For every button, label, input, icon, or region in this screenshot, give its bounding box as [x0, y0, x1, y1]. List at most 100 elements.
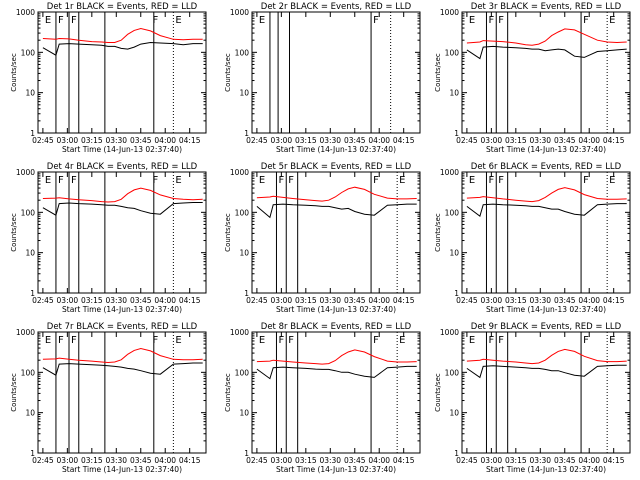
panel-title: Det 1r BLACK = Events, RED = LLD: [47, 2, 198, 12]
x-axis-label: Start Time (14-Jun-13 02:37:40): [276, 465, 396, 474]
event-marker-f: F: [71, 335, 77, 346]
panel-title: Det 5r BLACK = Events, RED = LLD: [261, 162, 412, 172]
plot-frame: [461, 11, 631, 134]
event-marker-f: F: [153, 335, 159, 346]
x-tick-label: 04:15: [603, 456, 625, 465]
plot-frame: [461, 331, 631, 454]
detector-panel-9: Det 9r BLACK = Events, RED = LLD 1 10 100 10…: [434, 322, 631, 474]
event-marker-f: F: [278, 335, 284, 346]
event-marker-e: E: [259, 175, 265, 186]
y-tick-label: 1000: [16, 8, 35, 17]
x-tick-label: 02:45: [456, 136, 478, 145]
x-tick-label: 04:00: [578, 136, 600, 145]
y-tick-label: 10: [239, 249, 249, 258]
panel-title: Det 9r BLACK = Events, RED = LLD: [471, 322, 622, 332]
y-tick-label: 10: [25, 89, 35, 98]
x-tick-label: 02:45: [246, 456, 268, 465]
x-tick-label: 02:45: [32, 456, 54, 465]
x-tick-label: 03:15: [295, 136, 317, 145]
event-marker-f: F: [58, 335, 64, 346]
x-tick-label: 04:15: [603, 296, 625, 305]
events-series-line: [256, 365, 417, 380]
event-marker-f: F: [278, 175, 284, 186]
x-axis-label: Start Time (14-Jun-13 02:37:40): [486, 465, 606, 474]
x-tick-label: 02:45: [246, 296, 268, 305]
x-tick-label: 03:45: [554, 456, 576, 465]
event-marker-e: E: [259, 15, 265, 26]
event-marker-f: F: [58, 175, 64, 186]
y-tick-label: 100: [445, 368, 460, 377]
x-axis-label: Start Time (14-Jun-13 02:37:40): [62, 465, 182, 474]
y-axis-label: Counts/sec: [10, 213, 18, 252]
y-tick-label: 100: [235, 48, 250, 57]
event-marker-e: E: [45, 335, 51, 346]
y-axis-label: Counts/sec: [434, 373, 442, 412]
x-tick-label: 03:30: [105, 136, 127, 145]
y-tick-label: 1: [454, 449, 459, 458]
x-tick-label: 03:45: [130, 456, 152, 465]
event-marker-f: F: [71, 15, 77, 26]
y-tick-label: 1: [30, 449, 35, 458]
plot-frame: [251, 331, 421, 454]
x-tick-label: 03:30: [105, 456, 127, 465]
event-marker-e: E: [175, 15, 181, 26]
y-tick-label: 1000: [440, 168, 459, 177]
event-marker-e: E: [175, 335, 181, 346]
y-tick-label: 100: [21, 368, 36, 377]
panel-title: Det 2r BLACK = Events, RED = LLD: [261, 2, 412, 12]
y-tick-label: 100: [445, 208, 460, 217]
y-tick-label: 1000: [440, 328, 459, 337]
y-tick-label: 1000: [16, 328, 35, 337]
y-tick-label: 1: [454, 289, 459, 298]
panel-title: Det 8r BLACK = Events, RED = LLD: [261, 322, 412, 332]
events-series-line: [42, 41, 203, 56]
x-tick-label: 03:00: [481, 296, 503, 305]
x-axis-label: Start Time (14-Jun-13 02:37:40): [276, 305, 396, 314]
detector-panel-5: Det 5r BLACK = Events, RED = LLD 1 10 100 10…: [224, 162, 421, 314]
event-marker-f: F: [498, 15, 504, 26]
event-marker-f: F: [498, 335, 504, 346]
x-tick-label: 03:00: [481, 136, 503, 145]
event-marker-f: F: [58, 15, 64, 26]
y-tick-label: 10: [449, 249, 459, 258]
event-marker-e: E: [259, 335, 265, 346]
lld-series-line: [42, 27, 203, 43]
plot-frame: [251, 11, 421, 134]
event-marker-e: E: [609, 15, 615, 26]
lld-series-line: [466, 348, 627, 365]
detector-panel-4: Det 4r BLACK = Events, RED = LLD 1 10 100 10…: [10, 162, 207, 314]
events-series-line: [466, 364, 627, 379]
y-tick-label: 10: [449, 89, 459, 98]
x-tick-label: 02:45: [32, 136, 54, 145]
y-tick-label: 100: [235, 368, 250, 377]
event-marker-f: F: [288, 175, 294, 186]
events-series-line: [256, 203, 417, 219]
event-marker-f: F: [373, 15, 379, 26]
x-tick-label: 04:15: [179, 296, 201, 305]
x-tick-label: 02:45: [32, 296, 54, 305]
lld-series-line: [42, 187, 203, 203]
x-tick-label: 03:30: [319, 456, 341, 465]
x-tick-label: 03:30: [529, 456, 551, 465]
x-tick-label: 04:00: [154, 296, 176, 305]
detector-panel-7: Det 7r BLACK = Events, RED = LLD 1 10 100 10…: [10, 322, 207, 474]
events-series-line: [466, 203, 627, 218]
x-tick-label: 03:45: [554, 136, 576, 145]
x-tick-label: 03:45: [344, 136, 366, 145]
event-marker-f: F: [153, 15, 159, 26]
plot-frame: [461, 171, 631, 294]
x-tick-label: 03:30: [319, 136, 341, 145]
panel-title: Det 4r BLACK = Events, RED = LLD: [47, 162, 198, 172]
x-tick-label: 04:00: [368, 136, 390, 145]
event-marker-e: E: [469, 15, 475, 26]
x-tick-label: 03:15: [295, 296, 317, 305]
x-tick-label: 03:30: [319, 296, 341, 305]
y-axis-label: Counts/sec: [224, 373, 232, 412]
y-tick-label: 100: [21, 48, 36, 57]
x-tick-label: 03:45: [344, 296, 366, 305]
x-tick-label: 04:15: [603, 136, 625, 145]
x-tick-label: 04:00: [154, 136, 176, 145]
y-tick-label: 1: [30, 289, 35, 298]
events-series-line: [42, 202, 203, 216]
lld-series-line: [466, 187, 627, 203]
